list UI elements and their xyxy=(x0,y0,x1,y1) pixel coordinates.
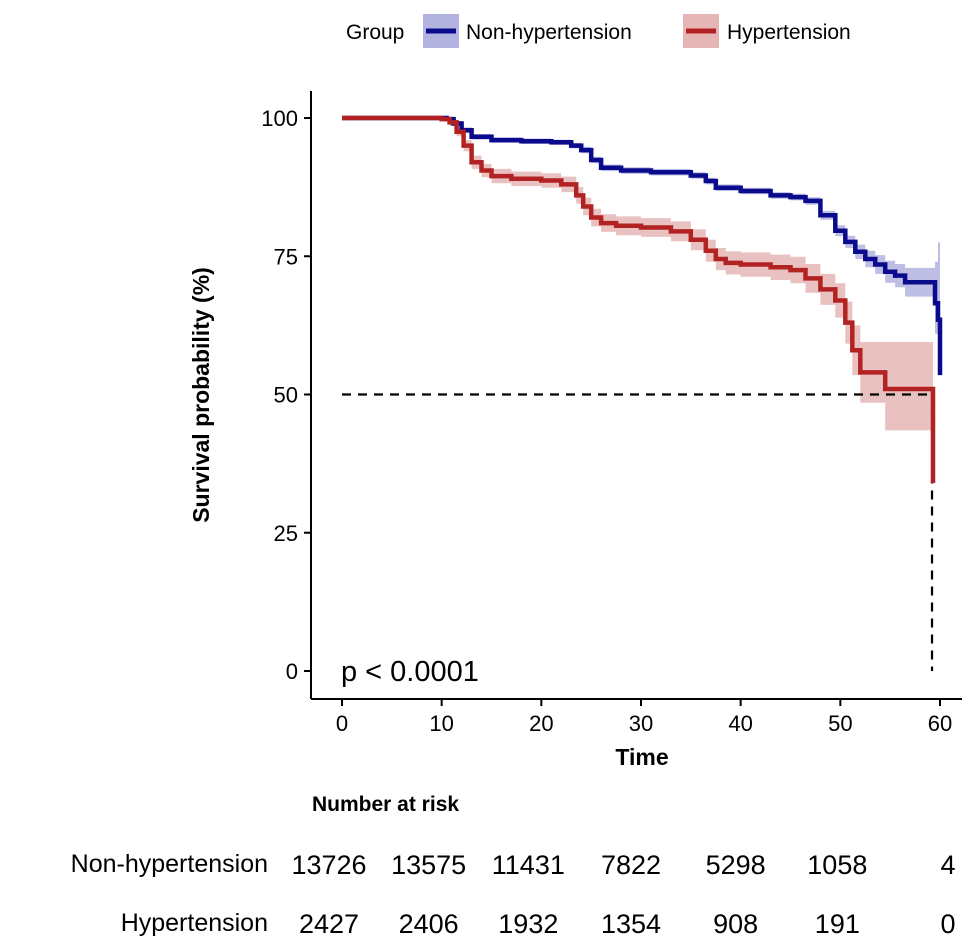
survival-curves xyxy=(342,115,943,483)
risk-value-non-hypertension-3: 7822 xyxy=(601,850,661,880)
risk-value-hypertension-3: 1354 xyxy=(601,909,661,937)
legend-label-non-hypertension: Non-hypertension xyxy=(466,21,632,44)
y-tick-label-100: 100 xyxy=(261,106,298,131)
x-tick-label-60: 60 xyxy=(928,711,952,736)
y-axis-title: Survival probability (%) xyxy=(188,267,214,523)
y-tick-label-25: 25 xyxy=(274,521,298,546)
risk-table-title: Number at risk xyxy=(312,793,459,816)
x-tick-label-20: 20 xyxy=(529,711,553,736)
risk-value-non-hypertension-0: 13726 xyxy=(291,850,366,880)
legend-title: Group xyxy=(346,21,404,44)
risk-value-non-hypertension-6: 4 xyxy=(940,850,955,880)
y-tick-label-75: 75 xyxy=(274,244,298,269)
x-ticks: 0 10 20 30 40 50 60 xyxy=(336,699,952,736)
survival-curve-non-hypertension xyxy=(342,115,943,376)
risk-value-non-hypertension-5: 1058 xyxy=(807,850,867,880)
risk-value-hypertension-6: 0 xyxy=(940,909,955,937)
risk-value-non-hypertension-1: 13575 xyxy=(391,850,466,880)
y-ticks: 0 25 50 75 100 xyxy=(261,106,311,684)
legend: Group Non-hypertension Hypertension xyxy=(346,14,851,48)
ci-band-non-hypertension xyxy=(342,118,940,450)
x-tick-label-50: 50 xyxy=(828,711,852,736)
legend-label-hypertension: Hypertension xyxy=(727,21,851,44)
survival-curve-hypertension xyxy=(342,115,936,483)
risk-row-label-non-hypertension: Non-hypertension xyxy=(71,850,268,878)
x-tick-label-0: 0 xyxy=(336,711,348,736)
y-tick-label-50: 50 xyxy=(274,383,298,408)
median-lines xyxy=(342,393,934,671)
y-tick-label-0: 0 xyxy=(286,659,298,684)
risk-value-hypertension-4: 908 xyxy=(713,909,758,937)
x-tick-label-10: 10 xyxy=(429,711,453,736)
risk-table: Non-hypertension 13726 13575 11431 7822 5298 1… xyxy=(71,850,956,937)
p-value-annotation: p < 0.0001 xyxy=(341,656,479,688)
x-tick-label-30: 30 xyxy=(629,711,653,736)
risk-value-non-hypertension-4: 5298 xyxy=(706,850,766,880)
risk-value-hypertension-2: 1932 xyxy=(498,909,558,937)
x-tick-label-40: 40 xyxy=(728,711,752,736)
risk-value-hypertension-0: 2427 xyxy=(299,909,359,937)
x-axis-title: Time xyxy=(615,744,668,770)
risk-row-label-hypertension: Hypertension xyxy=(121,909,268,937)
risk-value-hypertension-1: 2406 xyxy=(399,909,459,937)
risk-value-hypertension-5: 191 xyxy=(815,909,860,937)
risk-value-non-hypertension-2: 11431 xyxy=(492,850,565,880)
